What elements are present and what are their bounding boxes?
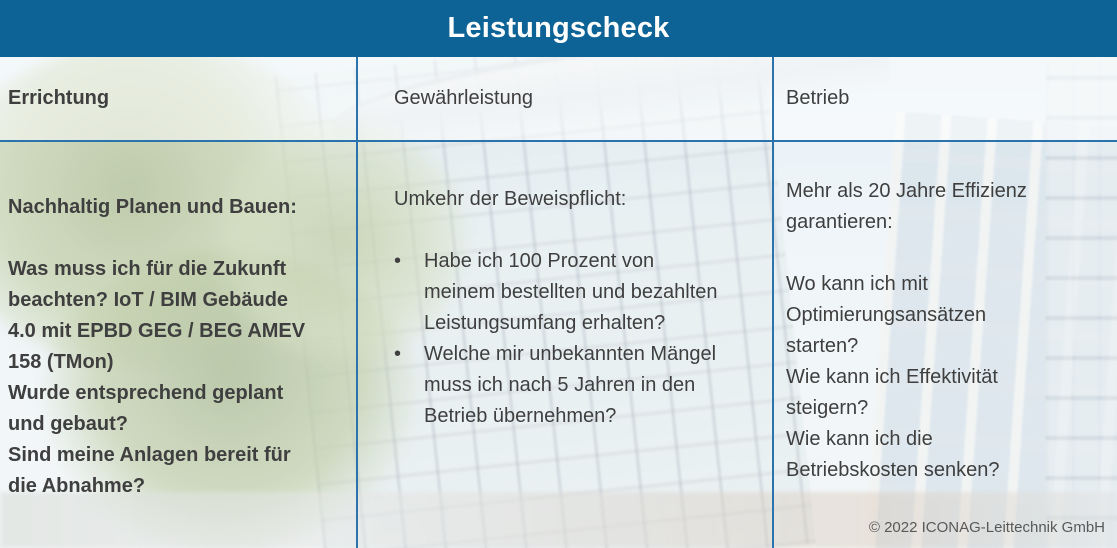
tree-foliage [210, 120, 470, 360]
text-line: Wie kann ich die Betriebskosten senken? [786, 428, 1000, 481]
column-gewaehrleistung: Gewährleistung Umkehr der Beweispflicht:… [358, 57, 772, 548]
column-errichtung: Errichtung Nachhaltig Planen und Bauen: … [0, 57, 356, 548]
bullet-icon: • [394, 343, 402, 365]
column-header-errichtung: Errichtung [8, 87, 110, 109]
intro-line: Umkehr der Beweispflicht: [394, 188, 627, 210]
column-header-gewaehrleistung: Gewährleistung [394, 87, 533, 109]
bullet-item: • Habe ich 100 Prozent von meinem bestel… [394, 246, 756, 339]
bullet-list: • Habe ich 100 Prozent von meinem bestel… [394, 246, 756, 432]
column-divider-2 [772, 57, 774, 548]
text-line: Nachhaltig Planen und Bauen: [8, 196, 297, 218]
header-separator-line [0, 140, 1117, 142]
page-title: Leistungscheck [447, 12, 670, 44]
text-line: Was muss ich für die Zukunft beachten? I… [8, 258, 306, 373]
bullet-icon: • [394, 250, 402, 272]
column-divider-1 [356, 57, 358, 548]
copyright-notice: © 2022 ICONAG-Leittechnik GmbH [868, 519, 1105, 536]
column-header-betrieb: Betrieb [786, 87, 850, 109]
header-row-tint [0, 57, 1117, 142]
text-line: Wurde entsprechend geplant und gebaut? [8, 382, 284, 435]
bullet-text: Habe ich 100 Prozent von meinem bestellt… [424, 250, 718, 334]
column-body-gewaehrleistung: Umkehr der Beweispflicht: • Habe ich 100… [358, 140, 772, 432]
text-line: Wo kann ich mit Optimierungsansätzen sta… [786, 273, 987, 357]
street-level [0, 492, 1117, 548]
column-body-errichtung: Nachhaltig Planen und Bauen: Was muss ic… [0, 140, 333, 502]
intro-line: Mehr als 20 Jahre Effizienz garantieren: [786, 180, 1027, 233]
text-line: Sind meine Anlagen bereit für die Abnahm… [8, 444, 291, 497]
title-bar: Leistungscheck [0, 0, 1117, 57]
text-line: Wie kann ich Effektivität steigern? [786, 366, 998, 419]
column-betrieb: Betrieb Mehr als 20 Jahre Effizienz gara… [774, 57, 1117, 548]
bullet-item: • Welche mir unbekannten Mängel muss ich… [394, 339, 756, 432]
bullet-text: Welche mir unbekannten Mängel muss ich n… [424, 343, 717, 427]
column-body-betrieb: Mehr als 20 Jahre Effizienz garantieren:… [774, 140, 1070, 486]
